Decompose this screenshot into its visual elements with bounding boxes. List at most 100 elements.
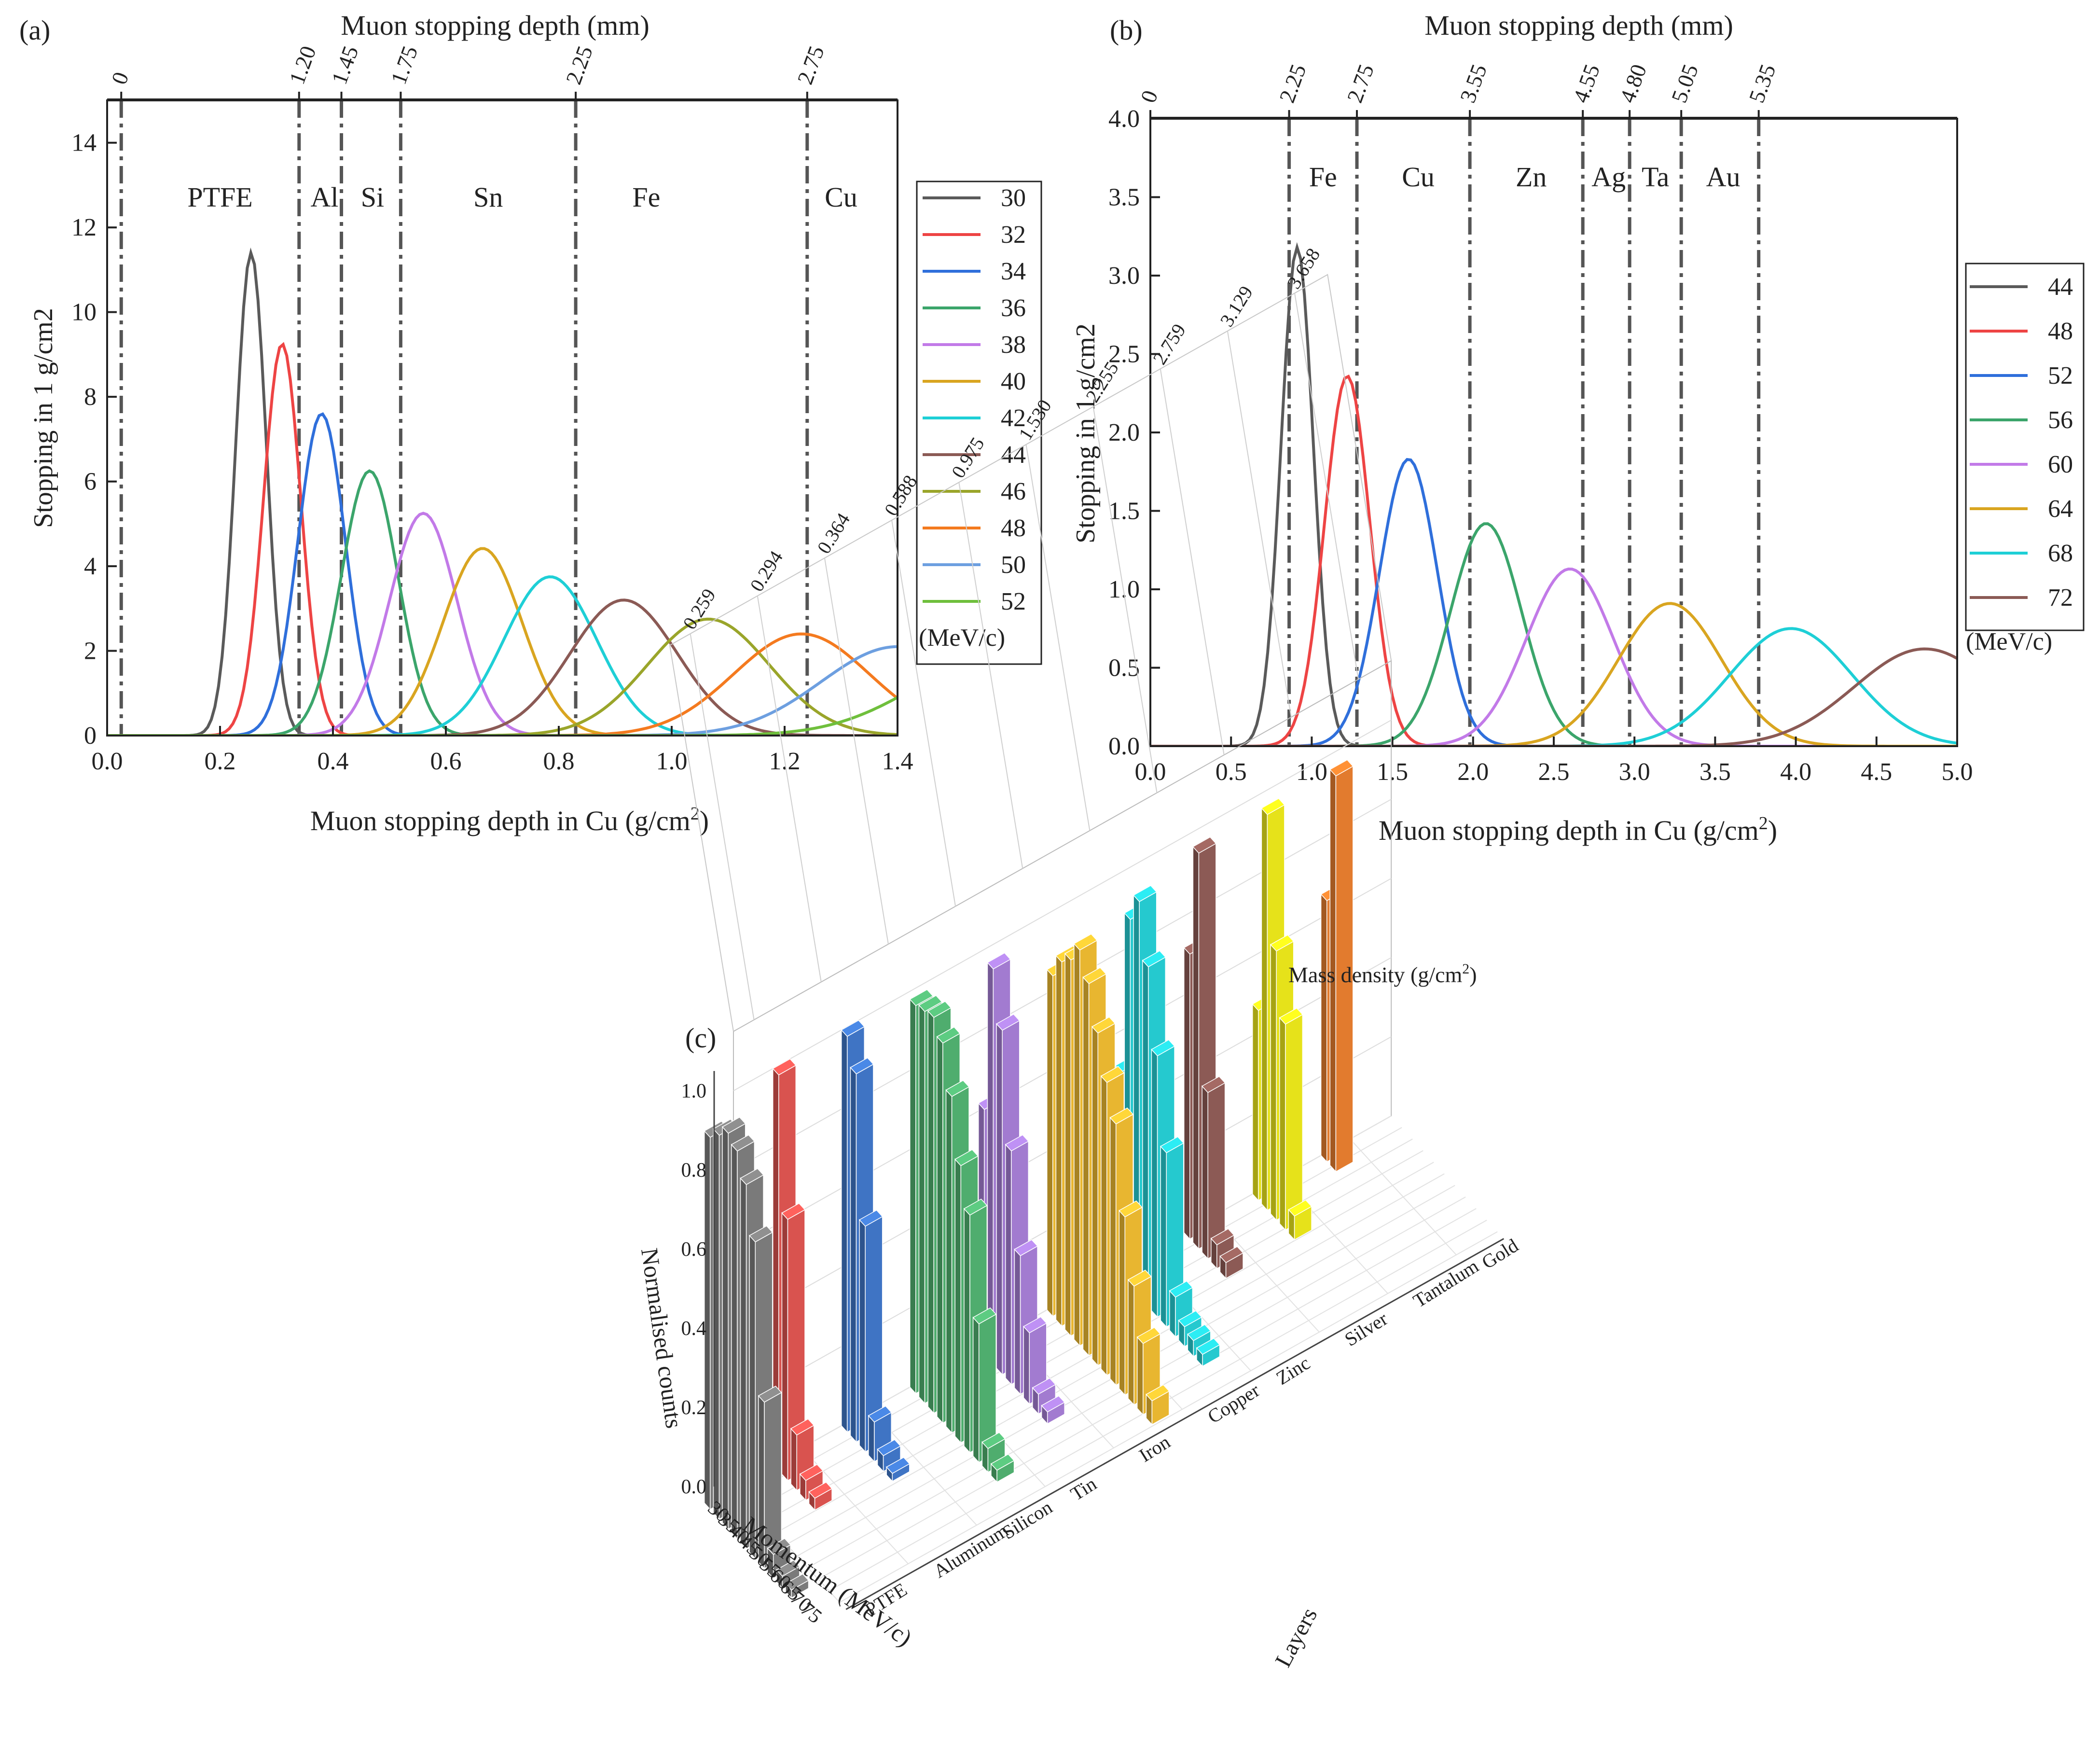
legend-entry: 44 <box>1001 441 1026 469</box>
bar-front-face <box>1014 1248 1021 1395</box>
layer-label: Ta <box>1642 161 1669 193</box>
x-tick-label: 4.5 <box>1861 758 1892 786</box>
bar-top-face <box>1270 934 1294 952</box>
y-tick-label: 8 <box>84 383 97 411</box>
series-line-60 <box>1150 567 1957 746</box>
z-tick-label: 0.4 <box>681 1318 707 1340</box>
bar-top-face <box>918 995 943 1012</box>
density-guide-line <box>1092 406 1158 793</box>
series-line-32 <box>107 342 898 736</box>
legend-entry: 32 <box>1001 221 1026 249</box>
top-axis-tick-label: 2.25 <box>1274 61 1311 106</box>
bar-front-face <box>1128 1279 1134 1406</box>
top-axis-tick-label: 1.75 <box>386 42 422 87</box>
bar-top-face <box>1082 967 1107 984</box>
panel-a-x-axis-title: Muon stopping depth in Cu (g/cm2) <box>310 804 709 836</box>
series-line-72 <box>1150 647 1957 746</box>
bar-top-face <box>1261 798 1285 815</box>
bar-top-face <box>990 1454 1015 1471</box>
panel-c-density-axis-title: Mass density (g/cm2) <box>1288 961 1477 987</box>
x-tick-label: 4.0 <box>1780 758 1811 786</box>
panel-c-bars <box>704 759 1354 1599</box>
panel-a-line-chart: (a) Muon stopping depth (mm) PTFE Al Si Sn F… <box>19 10 1042 836</box>
bar-top-face <box>1127 1269 1152 1287</box>
density-tick-label: 0.975 <box>947 433 989 482</box>
bar-top-face <box>1196 1338 1220 1355</box>
layer-tick-label: Silicon <box>998 1496 1056 1543</box>
layer-tick-label: Iron <box>1135 1431 1174 1466</box>
x-tick-label: 0.5 <box>1216 758 1247 786</box>
bar-top-face <box>1142 950 1166 968</box>
bar-top-face <box>781 1203 806 1220</box>
top-axis-tick-label: 3.55 <box>1455 61 1492 106</box>
bar-top-face <box>1187 1324 1211 1341</box>
x-tick-label: 1.5 <box>1377 758 1408 786</box>
bar-front-face <box>1261 807 1268 1211</box>
bar-front-face <box>1279 1016 1286 1231</box>
bar-top-face <box>1119 1200 1143 1218</box>
x-tick-label: 2.5 <box>1538 758 1570 786</box>
y-tick-label: 0 <box>84 722 97 750</box>
y-tick-label: 14 <box>71 129 97 157</box>
bar-top-face <box>1329 759 1354 777</box>
top-axis-tick-label: 4.80 <box>1615 61 1651 106</box>
bar-top-face <box>1032 1377 1056 1395</box>
z-tick-label: 0.2 <box>681 1397 707 1419</box>
density-tick-label: 0.294 <box>746 547 787 595</box>
bar-top-face <box>1136 1327 1161 1344</box>
bar-front-face <box>1192 846 1200 1250</box>
bar-top-face <box>772 1058 797 1076</box>
bar-top-face <box>1014 1239 1038 1256</box>
bar-front-face <box>850 1066 857 1443</box>
bar-top-face <box>877 1439 901 1456</box>
bar-front-face <box>1074 943 1080 1347</box>
series-line-38 <box>107 512 898 736</box>
legend-entry: 60 <box>2048 451 2073 478</box>
legend-entry: 42 <box>1001 404 1026 432</box>
y-tick-label: 12 <box>71 214 97 241</box>
density-guide-line <box>1294 293 1359 680</box>
bar-front-face <box>937 1036 943 1424</box>
layer-label: Sn <box>473 181 503 213</box>
legend-entry: 34 <box>1001 258 1026 285</box>
bar-front-face <box>972 1316 980 1463</box>
bar-top-face <box>1100 1066 1125 1083</box>
bar-front-face <box>868 1415 875 1463</box>
x-tick-label: 1.4 <box>882 748 913 775</box>
series-line-30 <box>107 247 898 736</box>
legend-title: (MeV/c) <box>919 624 1005 652</box>
bar-front-face <box>1169 1290 1176 1338</box>
bar-top-face <box>1133 885 1157 902</box>
bar-top-face <box>1279 1007 1303 1025</box>
x-tick-label: 0.2 <box>205 748 236 775</box>
bar-front-face <box>1160 1145 1167 1328</box>
legend-entry: 56 <box>2048 406 2073 434</box>
bar-side-face <box>1285 1014 1303 1231</box>
layer-tick-label: Copper <box>1204 1379 1264 1428</box>
x-tick-label: 2.0 <box>1457 758 1489 786</box>
bar-front-face <box>1109 1116 1117 1386</box>
panel-b-x-axis-title: Muon stopping depth in Cu (g/cm2) <box>1379 813 1777 846</box>
bar-front-face <box>1082 976 1090 1357</box>
series-line-34 <box>107 412 898 736</box>
bar-top-face <box>785 1573 809 1591</box>
density-guide-line <box>891 520 956 906</box>
z-tick-label: 1.0 <box>681 1080 707 1102</box>
x-tick-label: 3.0 <box>1619 758 1650 786</box>
bar-top-face <box>909 989 934 1006</box>
series-line-42 <box>107 575 898 736</box>
bar-top-face <box>954 1149 979 1167</box>
panel-c-z-axis-title: Normalised counts <box>636 1246 688 1430</box>
bar-top-face <box>749 1225 773 1243</box>
bar-front-face <box>790 1428 797 1491</box>
panel-a-legend: 30 32 34 36 38 40 42 44 46 48 50 52 (MeV/c) <box>916 181 1042 665</box>
y-tick-label: 10 <box>71 299 97 326</box>
bar-top-face <box>1023 1316 1047 1334</box>
y-tick-label: 2.5 <box>1108 341 1140 368</box>
series-line-44 <box>1150 242 1957 746</box>
bar-top-face <box>1091 1016 1116 1034</box>
bar-top-face <box>1288 1199 1312 1217</box>
layer-axis-line <box>845 1238 1505 1610</box>
layer-label: Si <box>361 181 384 213</box>
layer-label: Fe <box>632 181 660 213</box>
